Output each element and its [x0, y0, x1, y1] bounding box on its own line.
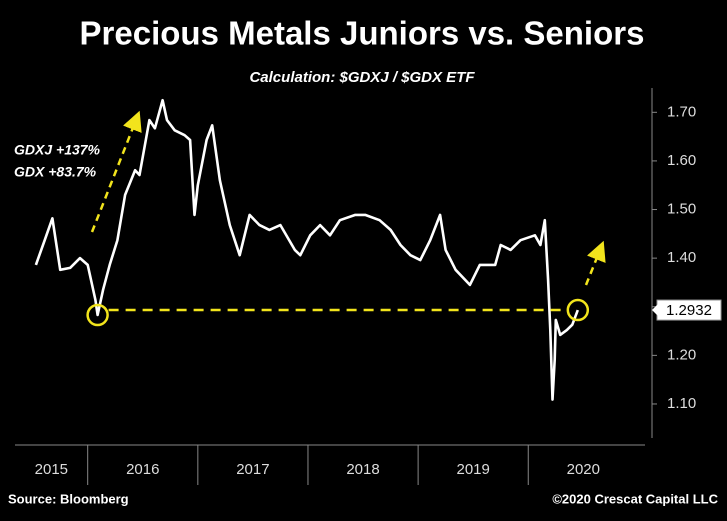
y-tick-label: 1.20 — [667, 346, 696, 363]
chart-subtitle: Calculation: $GDXJ / $GDX ETF — [249, 69, 475, 86]
x-tick-label: 2016 — [126, 461, 159, 478]
chart-title: Precious Metals Juniors vs. Seniors — [80, 15, 645, 52]
series-line — [34, 98, 580, 401]
annotation: GDXJ +137% — [14, 142, 101, 158]
annotation: GDX +83.7% — [14, 164, 97, 180]
y-tick-label: 1.70 — [667, 103, 696, 120]
trend-arrow — [584, 240, 606, 286]
last-value-label: 1.2932 — [666, 302, 712, 319]
highlight-circle — [86, 303, 109, 327]
x-tick-label: 2018 — [346, 461, 379, 478]
last-value-pointer — [652, 304, 658, 317]
x-tick-label: 2017 — [236, 461, 269, 478]
x-tick-label: 2015 — [35, 461, 68, 478]
y-tick-label: 1.40 — [667, 249, 696, 266]
y-tick-label: 1.10 — [667, 395, 696, 412]
source: Source: Bloomberg — [8, 491, 129, 506]
trend-arrow — [90, 110, 142, 233]
x-tick-label: 2020 — [567, 461, 600, 478]
highlight-circle — [566, 298, 590, 322]
x-tick-label: 2019 — [456, 461, 489, 478]
y-tick-label: 1.60 — [667, 152, 696, 169]
y-tick-label: 1.50 — [667, 200, 696, 217]
credit: ©2020 Crescat Capital LLC — [552, 491, 718, 506]
